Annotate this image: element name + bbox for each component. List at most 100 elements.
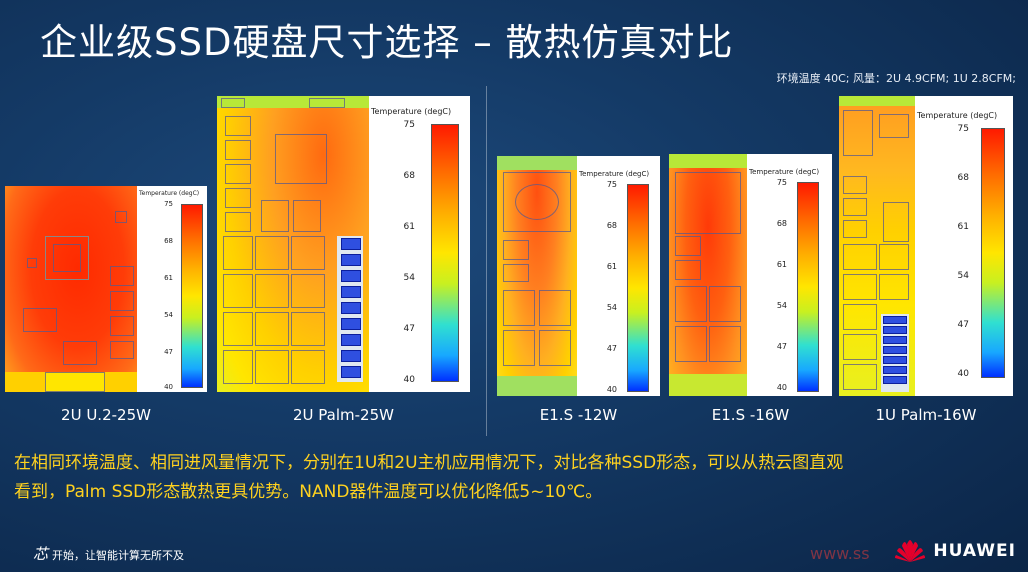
legend-tick: 54 — [164, 311, 173, 319]
nand-column — [883, 326, 907, 334]
heatmap-board — [5, 186, 137, 392]
thermal-map-1u-palm: Temperature (degC) 75 68 61 54 47 40 — [839, 96, 1013, 396]
nand-column — [341, 318, 361, 330]
watermark: www.ss — [810, 544, 870, 563]
nand-chip — [843, 364, 877, 390]
legend-tick: 40 — [403, 375, 415, 385]
chip-block — [675, 260, 701, 280]
thermal-map-e1s-12w: Temperature (degC) 75 68 61 54 47 40 — [497, 156, 660, 396]
thermal-map-2u-u2: Temperature (degC) 75 68 61 54 47 40 — [5, 186, 207, 392]
caption-2u-palm: 2U Palm-25W — [293, 406, 394, 424]
nand-column — [883, 346, 907, 354]
chip-block — [515, 184, 559, 220]
legend-tick: 61 — [403, 222, 415, 232]
legend-tick: 61 — [957, 222, 969, 232]
chip-block — [261, 200, 289, 232]
chip-block — [309, 98, 345, 108]
summary-text: 在相同环境温度、相同进风量情况下，分别在1U和2U主机应用情况下，对比各种SSD… — [14, 449, 1014, 507]
chip-block — [675, 172, 741, 234]
temperature-legend: Temperature (degC) 75 68 61 54 47 40 — [577, 156, 660, 396]
legend-colorbar — [181, 204, 203, 388]
chip-block — [225, 116, 251, 136]
chip-block — [53, 244, 81, 272]
legend-title: Temperature (degC) — [579, 170, 650, 178]
nand-chip — [255, 274, 289, 308]
chip-block — [115, 211, 127, 223]
nand-chip — [879, 244, 909, 270]
chip-block — [27, 258, 37, 268]
nand-chip — [709, 286, 741, 322]
nand-chip — [843, 334, 877, 360]
summary-line-1: 在相同环境温度、相同进风量情况下，分别在1U和2U主机应用情况下，对比各种SSD… — [14, 453, 844, 473]
legend-tick: 75 — [606, 180, 617, 189]
nand-chip — [291, 236, 325, 270]
nand-chip — [539, 290, 571, 326]
temperature-legend: Temperature (degC) 75 68 61 54 47 40 — [137, 186, 207, 392]
legend-tick: 75 — [957, 124, 969, 134]
temperature-legend: Temperature (degC) 75 68 61 54 47 40 — [915, 96, 1013, 396]
nand-column — [341, 302, 361, 314]
chip-block — [843, 176, 867, 194]
nand-chip — [675, 326, 707, 362]
chip-block — [110, 341, 134, 359]
chip-block — [45, 236, 89, 280]
chip-block — [275, 134, 327, 184]
nand-chip — [709, 326, 741, 362]
nand-chip — [503, 330, 535, 366]
legend-tick: 54 — [957, 271, 969, 281]
conditions-note: 环境温度 40C; 风量：2U 4.9CFM; 1U 2.8CFM; — [776, 72, 1016, 85]
nand-chip — [223, 236, 253, 270]
temperature-legend: Temperature (degC) 75 68 61 54 47 40 — [369, 96, 470, 392]
legend-title: Temperature (degC) — [917, 111, 998, 120]
legend-tick: 40 — [957, 369, 969, 379]
chip-block — [883, 202, 909, 242]
summary-line-2: 看到，Palm SSD形态散热更具优势。NAND器件温度可以优化降低5~10℃。 — [14, 482, 603, 502]
legend-tick: 68 — [606, 221, 617, 230]
slide-title: 企业级SSD硬盘尺寸选择 – 散热仿真对比 — [40, 21, 734, 64]
nand-chip — [255, 350, 289, 384]
nand-chip — [255, 236, 289, 270]
nand-chip — [255, 312, 289, 346]
legend-tick: 75 — [403, 120, 415, 130]
legend-colorbar — [431, 124, 459, 382]
nand-chip — [223, 350, 253, 384]
heatmap-board — [217, 96, 369, 392]
temperature-legend: Temperature (degC) 75 68 61 54 47 40 — [747, 154, 832, 396]
legend-tick: 40 — [776, 383, 787, 392]
nand-column — [341, 270, 361, 282]
nand-column — [341, 254, 361, 266]
legend-tick: 61 — [606, 262, 617, 271]
chip-block — [503, 240, 529, 260]
legend-tick: 68 — [957, 173, 969, 183]
legend-colorbar — [797, 182, 819, 392]
nand-column — [341, 350, 361, 362]
nand-chip — [291, 312, 325, 346]
chip-block — [23, 308, 57, 332]
chip-block — [503, 264, 529, 282]
nand-chip — [539, 330, 571, 366]
nand-column — [883, 366, 907, 374]
caption-1u-palm: 1U Palm-16W — [875, 406, 977, 424]
huawei-brand: HUAWEI — [893, 538, 1016, 564]
legend-tick: 47 — [776, 342, 787, 351]
chip-block — [110, 291, 134, 311]
nand-chip — [843, 304, 877, 330]
chip-block — [110, 266, 134, 286]
chip-block — [225, 188, 251, 208]
legend-title: Temperature (degC) — [139, 190, 200, 197]
chip-block — [221, 98, 245, 108]
legend-title: Temperature (degC) — [371, 107, 452, 116]
chip-block — [225, 140, 251, 160]
legend-tick: 75 — [776, 178, 787, 187]
nand-chip — [223, 312, 253, 346]
chip-block — [843, 110, 873, 156]
legend-title: Temperature (degC) — [749, 168, 820, 176]
legend-tick: 47 — [957, 320, 969, 330]
nand-chip — [879, 274, 909, 300]
legend-tick: 68 — [164, 237, 173, 245]
thermal-map-2u-palm: Temperature (degC) 75 68 61 54 47 40 — [217, 96, 470, 392]
nand-column — [883, 316, 907, 324]
slogan-mark-icon: 芯 — [33, 545, 49, 563]
legend-tick: 54 — [403, 273, 415, 283]
chip-block — [503, 172, 571, 232]
